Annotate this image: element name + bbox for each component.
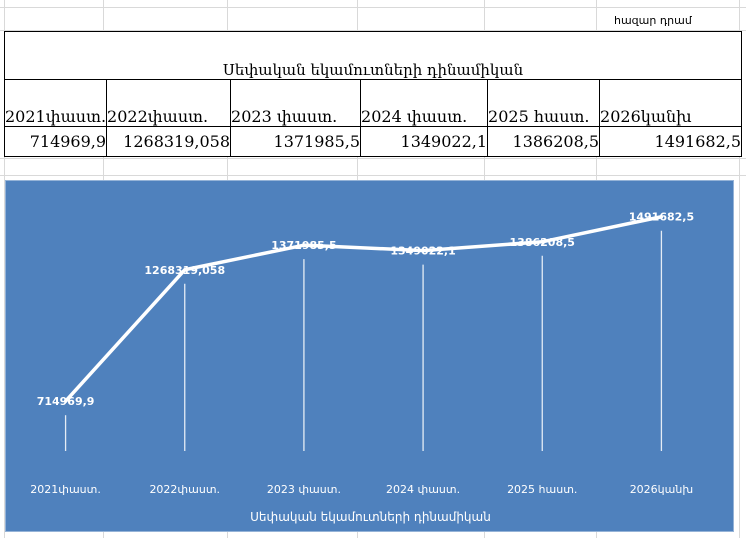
- line-chart[interactable]: 714969,9 1268319,058 1371985,5 1349022,1 138…: [5, 180, 734, 532]
- header-cell-2025[interactable]: 2025 հաստ.: [487, 79, 601, 127]
- value-cell-2022[interactable]: 1268319,058: [106, 126, 232, 157]
- unit-note: հազար դրամ: [614, 14, 692, 27]
- x-tick-label: 2023 փաստ.: [267, 483, 341, 496]
- x-tick-label: 2022փաստ.: [149, 483, 220, 496]
- data-point: [540, 240, 544, 244]
- x-axis-title: Սեփական եկամուտների դինամիկան: [250, 510, 491, 524]
- data-label: 1371985,5: [271, 239, 336, 252]
- data-label: 1268319,058: [144, 264, 225, 277]
- data-point: [302, 243, 306, 247]
- value-row: 714969,9 1268319,058 1371985,5 1349022,1…: [3, 126, 743, 157]
- header-cell-2022[interactable]: 2022փաստ.: [106, 79, 232, 127]
- chart-plot: 714969,9 1268319,058 1371985,5 1349022,1 138…: [30, 211, 694, 496]
- data-point: [183, 268, 187, 272]
- header-cell-2023[interactable]: 2023 փաստ.: [230, 79, 362, 127]
- data-label: 1491682,5: [629, 211, 694, 224]
- value-cell-2026[interactable]: 1491682,5: [599, 126, 743, 157]
- value-cell-2025[interactable]: 1386208,5: [487, 126, 601, 157]
- data-point: [64, 399, 68, 403]
- data-label: 1386208,5: [510, 236, 575, 249]
- header-row: 2021փաստ. 2022փաստ. 2023 փաստ. 2024 փաստ…: [3, 79, 743, 127]
- value-cell-2023[interactable]: 1371985,5: [230, 126, 362, 157]
- x-tick-label: 2026կանխ: [630, 483, 693, 496]
- value-cell-2024[interactable]: 1349022,1: [360, 126, 489, 157]
- value-cell-2021[interactable]: 714969,9: [3, 126, 108, 157]
- header-cell-2021[interactable]: 2021փաստ.: [3, 79, 108, 127]
- x-tick-label: 2024 փաստ.: [386, 483, 460, 496]
- data-point: [421, 249, 425, 253]
- data-label: 1349022,1: [390, 245, 455, 258]
- series-line: [63, 214, 664, 403]
- x-tick-label: 2025 հաստ.: [507, 483, 577, 496]
- header-cell-2026[interactable]: 2026կանխ: [599, 79, 743, 127]
- data-point: [659, 215, 663, 219]
- data-table: Սեփական եկամուտների դինամիկան 2021փաստ. …: [3, 31, 743, 157]
- table-title[interactable]: Սեփական եկամուտների դինամիկան: [3, 31, 743, 80]
- header-cell-2024[interactable]: 2024 փաստ.: [360, 79, 489, 127]
- x-tick-label: 2021փաստ.: [30, 483, 101, 496]
- data-label: 714969,9: [37, 395, 95, 408]
